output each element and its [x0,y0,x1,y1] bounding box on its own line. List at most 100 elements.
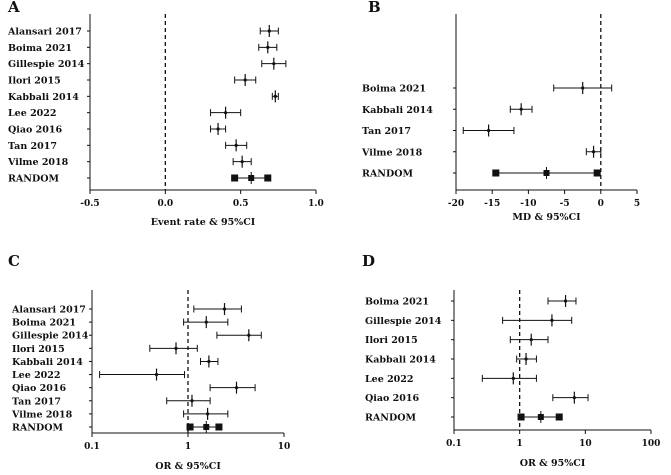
point-estimate-dot [224,111,228,115]
study-label: Ilori 2015 [12,344,65,355]
x-tick-label: 1.0 [308,199,324,209]
study-label: Gillespie 2014 [365,316,442,327]
point-estimate-dot [273,94,277,98]
study-label: Kabbali 2014 [8,92,79,103]
study-label: Kabbali 2014 [362,105,433,116]
panel-c: C 0.1 1 10 OR & 95%CI Alansari 2017 Boima 2021… [8,252,290,472]
panel-label: D [362,252,375,270]
x-tick-label: 0.1 [84,442,100,452]
point-estimate-dot [524,357,528,361]
point-estimate-dot [581,86,585,90]
point-estimate-dot [234,143,238,147]
point-estimate-dot [486,128,491,133]
x-tick-label: 100 [642,439,661,449]
study-row: Tan 2017 [362,124,515,137]
panel-b: B -20 -15 -10 -5 0 5 MD & 95%CI Boima 2021 Kabbal… [361,0,640,223]
study-row: Vilme 2018 [361,145,602,158]
x-tick-label: 0 [598,199,604,209]
ci-lower-marker [186,423,194,431]
panel-label: A [7,0,20,16]
point-estimate-dot [591,150,596,154]
x-tick-label: 10 [579,439,592,449]
study-label: Gillespie 2014 [8,59,85,70]
point-estimate-dot [550,318,554,322]
study-label: Lee 2022 [8,108,57,119]
x-axis-title: OR & 95%CI [155,461,221,472]
x-tick-label: -10 [520,199,536,209]
point-estimate-dot [272,62,276,66]
study-row: Tan 2017 [12,394,211,407]
study-label: Alansari 2017 [11,305,86,316]
point-estimate-dot [563,299,568,303]
pooled-row: RANDOM [365,411,563,424]
study-row: Boima 2021 [362,82,613,95]
point-estimate-dot [267,29,271,33]
study-label: Ilori 2015 [365,335,418,346]
study-row: Kabbali 2014 [362,103,533,116]
study-label: RANDOM [8,174,59,185]
study-label: Alansari 2017 [7,27,82,38]
ci-lower-marker [492,169,500,177]
study-label: Boima 2021 [362,84,426,95]
ci-upper-marker [555,413,563,421]
study-row: Alansari 2017 [7,25,279,38]
study-label: Boima 2021 [8,43,72,54]
study-row: Lee 2022 [365,372,537,385]
study-row: Gillespie 2014 [365,314,573,327]
study-label: Qiao 2016 [8,125,63,136]
point-estimate-dot [216,127,220,131]
point-estimate-dot [190,399,194,403]
point-estimate-dot [243,78,247,82]
point-estimate-dot [154,372,159,377]
x-tick-label: -5 [560,199,570,209]
x-axis-title: OR & 95%CI [520,458,586,469]
study-label: Qiao 2016 [365,393,420,404]
panel-label: B [368,0,381,16]
point-estimate-dot [222,307,227,311]
point-estimate-dot [174,346,178,350]
study-row: Boima 2021 [365,295,577,308]
study-row: Qiao 2016 [8,123,227,136]
study-label: Boima 2021 [365,297,429,308]
study-label: Lee 2022 [365,374,414,385]
study-label: Lee 2022 [12,370,61,381]
point-estimate-dot [572,396,576,400]
study-row: Boima 2021 [12,316,229,329]
point-estimate-dot [266,45,270,49]
x-tick-label: 0.1 [446,439,462,449]
study-label: RANDOM [362,169,413,180]
point-estimate-dot [234,386,239,390]
x-axis-title: Event rate & 95%CI [151,217,256,228]
ci-upper-marker [593,169,601,177]
study-row: Tan 2017 [8,139,248,152]
study-row: Gillespie 2014 [8,57,287,70]
study-row: Gillespie 2014 [12,329,262,342]
study-label: Vilme 2018 [11,409,73,420]
study-label: Gillespie 2014 [12,331,89,342]
panel-d: D 0.1 1 10 100 OR & 95%CI Boima 2021 Gillespie … [362,252,660,469]
study-row: Qiao 2016 [12,381,256,394]
x-tick-label: 1 [517,439,523,449]
pooled-row: RANDOM [12,421,223,434]
point-estimate-dot [204,320,208,324]
study-label: Vilme 2018 [361,147,423,158]
study-row: Lee 2022 [12,368,186,381]
study-row: Qiao 2016 [365,391,589,404]
study-row: Ilori 2015 [12,342,198,355]
study-label: Tan 2017 [362,126,411,137]
study-row: Alansari 2017 [11,303,242,316]
ci-lower-marker [517,413,525,421]
pooled-row: RANDOM [362,167,601,180]
ci-lower-marker [231,174,239,182]
study-row: Ilori 2015 [8,74,257,87]
point-estimate-dot [247,333,251,337]
study-label: Qiao 2016 [12,383,67,394]
study-label: Kabbali 2014 [12,357,83,368]
study-row: Kabbali 2014 [365,353,537,366]
study-label: RANDOM [365,413,416,424]
x-tick-label: 0.5 [233,199,249,209]
ci-upper-marker [264,174,272,182]
panel-a: A -0.5 0.0 0.5 1.0 Event rate & 95%CI Alansari… [7,0,324,228]
study-label: RANDOM [12,423,63,434]
point-estimate-dot [207,359,211,364]
